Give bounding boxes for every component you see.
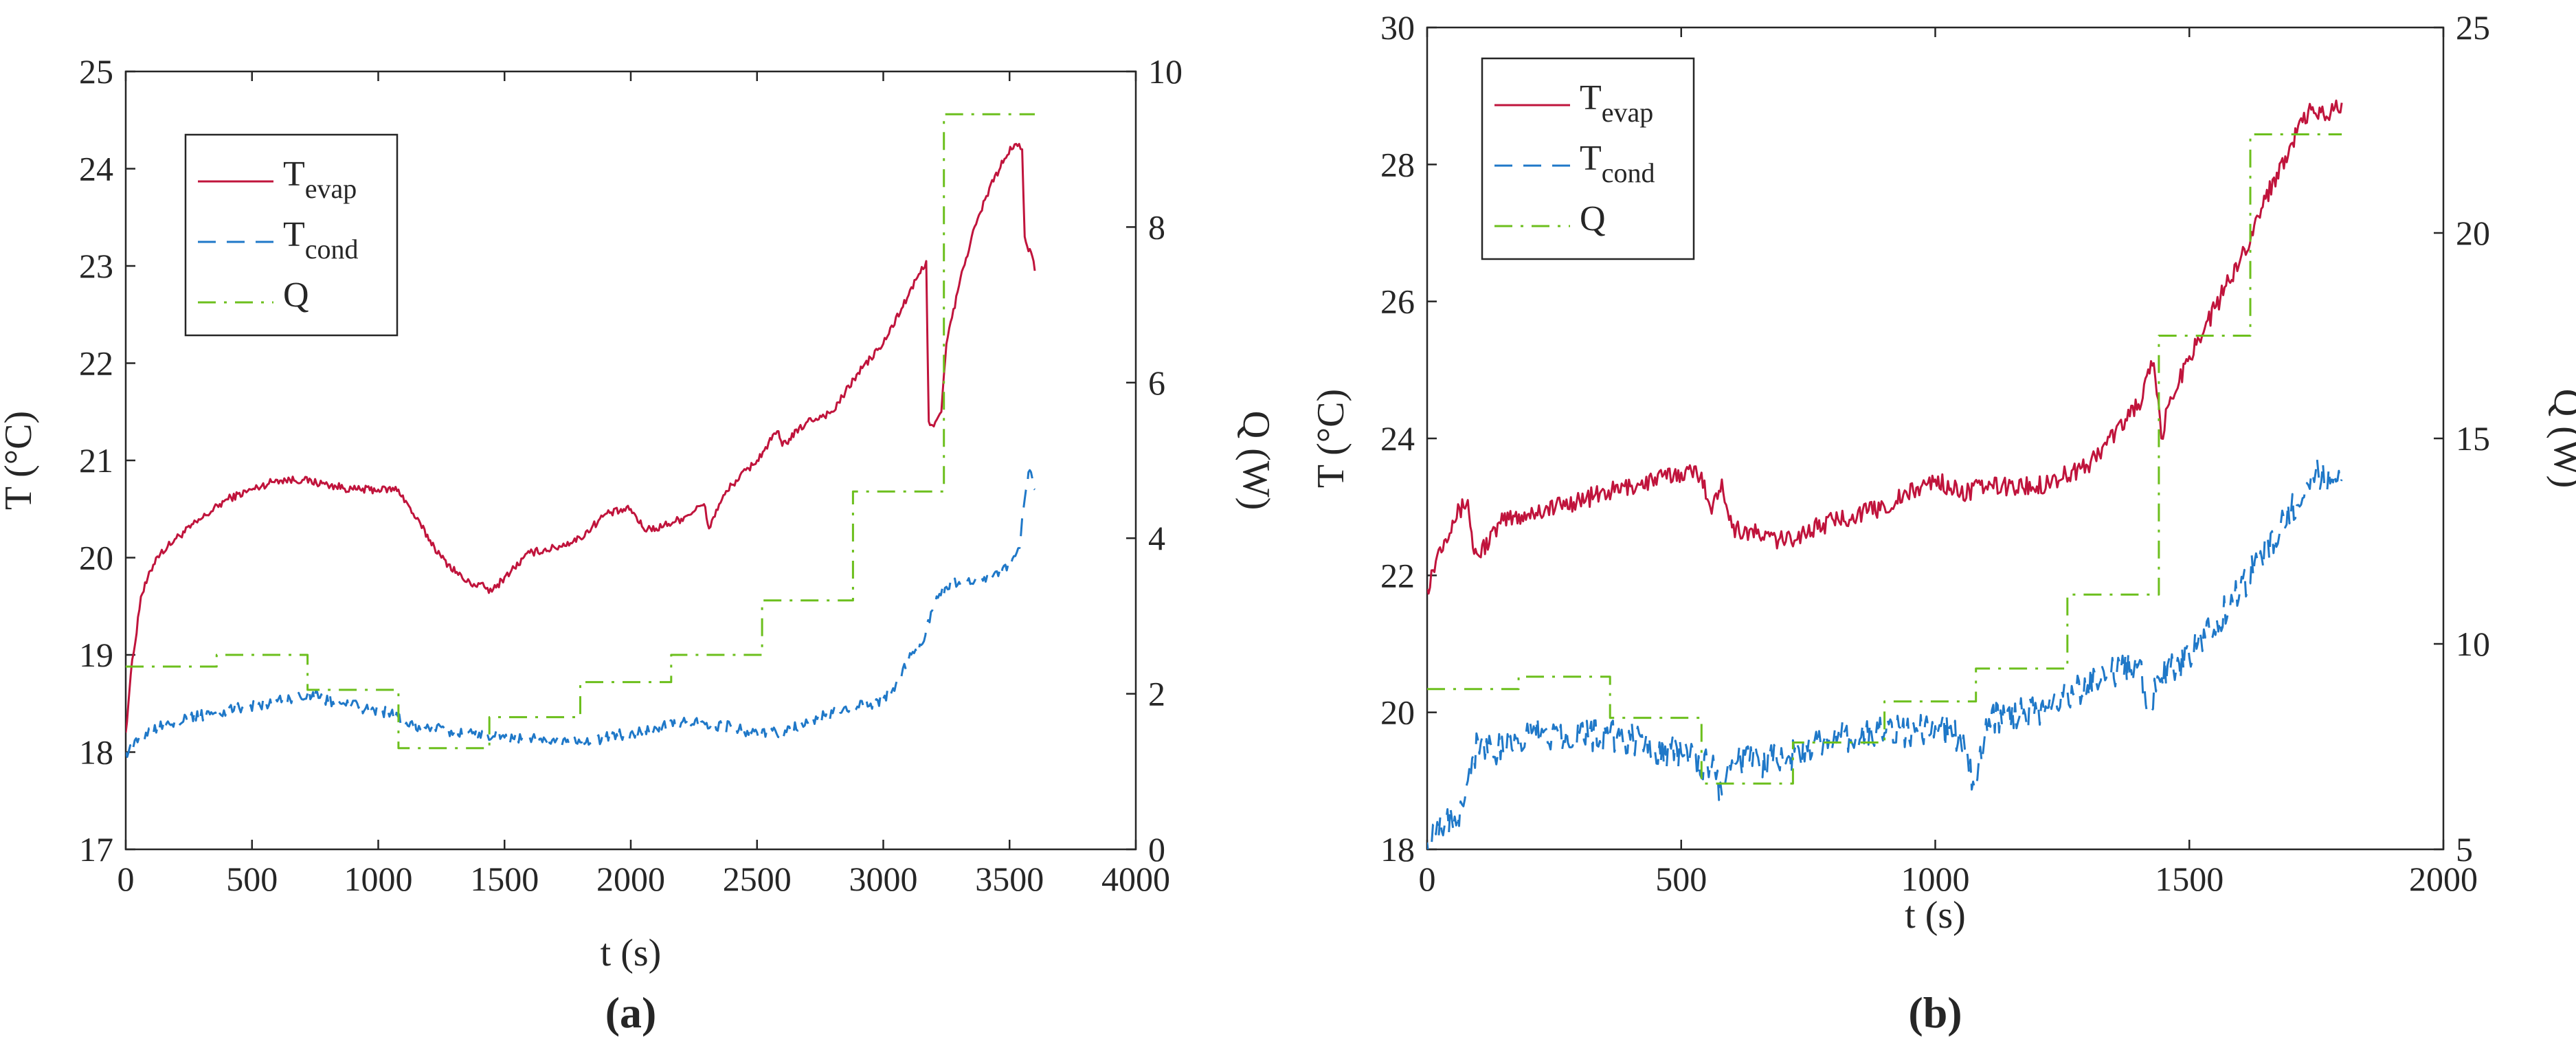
legend-label-t-cond: Tcond: [1580, 139, 1655, 188]
x-axis-label: t (s): [1905, 894, 1966, 937]
series-line-t-evap: [1427, 99, 2343, 595]
legend-label-subscript: cond: [1602, 157, 1655, 188]
y-right-tick-label: 5: [2456, 830, 2473, 869]
x-tick-label: 2000: [2409, 860, 2478, 898]
series-line-t-cond: [126, 469, 1036, 758]
y-right-tick-label: 2: [1148, 675, 1165, 713]
x-axis-label: t (s): [601, 932, 662, 974]
y-right-tick-label: 4: [1148, 519, 1165, 557]
legend-label-base: Q: [283, 276, 309, 315]
y-left-tick-label: 24: [1380, 419, 1415, 458]
x-tick-label: 1500: [470, 860, 539, 898]
legend-label-base: T: [283, 215, 305, 254]
y-left-tick-label: 24: [79, 150, 113, 188]
y-right-tick-label: 6: [1148, 364, 1165, 402]
legend-label-t-evap: Tevap: [1580, 78, 1653, 128]
y-right-tick-label: 10: [2456, 625, 2490, 663]
panel-label-close: ): [642, 988, 656, 1037]
x-tick-label: 0: [1419, 860, 1436, 898]
x-tick-label: 1000: [1901, 860, 1970, 898]
legend-label-base: T: [1580, 139, 1602, 178]
y-right-axis-label: Q (W): [1235, 411, 1277, 511]
y-left-tick-label: 20: [1380, 693, 1415, 732]
x-tick-label: 2500: [723, 860, 792, 898]
y-right-tick-label: 8: [1148, 208, 1165, 246]
x-tick-label: 4000: [1101, 860, 1170, 898]
series-line-t-cond: [1427, 458, 2343, 849]
legend-label-base: T: [1580, 78, 1602, 118]
y-left-tick-label: 21: [79, 441, 113, 480]
legend-label-base: T: [283, 155, 305, 194]
y-left-tick-label: 18: [79, 733, 113, 772]
panel-label-open: (: [1908, 988, 1923, 1037]
y-right-tick-label: 15: [2456, 419, 2490, 458]
y-right-tick-label: 25: [2456, 8, 2490, 47]
legend-label-subscript: evap: [305, 173, 357, 204]
legend-label-t-cond: Tcond: [283, 215, 359, 265]
panel-label: (a): [605, 988, 657, 1037]
y-right-tick-label: 0: [1148, 830, 1165, 869]
legend-label-base: Q: [1580, 199, 1606, 238]
y-left-tick-label: 26: [1380, 282, 1415, 321]
y-left-tick-label: 22: [1380, 556, 1415, 594]
panel-label: (b): [1908, 988, 1962, 1037]
panel-b: 0 500 1000 1500 2000 18 20 22 24 26 28 30 5 10 15 20 25 t…: [1310, 8, 2576, 1037]
y-left-tick-label: 19: [79, 636, 113, 674]
y-right-tick-label: 20: [2456, 214, 2490, 252]
panel-label-letter: a: [620, 988, 642, 1037]
x-tick-label: 3500: [975, 860, 1044, 898]
series-line-q: [126, 113, 1035, 750]
y-left-axis-label: T (°C): [1310, 389, 1352, 488]
y-right-tick-label: 10: [1148, 52, 1183, 91]
y-left-tick-label: 17: [79, 830, 113, 869]
x-tick-label: 3000: [849, 860, 918, 898]
legend-label-subscript: evap: [1602, 97, 1654, 128]
panel-label-close: ): [1947, 988, 1962, 1037]
panel-a: 0 500 1000 1500 2000 2500 3000 3500 400017181920…: [0, 52, 1277, 1037]
y-left-tick-label: 30: [1380, 8, 1415, 47]
x-tick-label: 500: [1655, 860, 1707, 898]
legend-label-q: Q: [1580, 199, 1606, 238]
legend-label-t-evap: Tevap: [283, 155, 357, 204]
x-tick-label: 1500: [2155, 860, 2224, 898]
y-left-tick-label: 22: [79, 344, 113, 383]
legend-label-q: Q: [283, 276, 309, 315]
x-tick-label: 0: [117, 860, 135, 898]
y-left-axis-label: T (°C): [0, 411, 40, 510]
y-left-tick-label: 18: [1380, 830, 1415, 869]
y-right-axis-label: Q (W): [2546, 389, 2576, 489]
panel-label-open: (: [605, 988, 620, 1037]
x-tick-label: 1000: [344, 860, 413, 898]
series-line-q: [1427, 133, 2342, 785]
x-tick-label: 500: [226, 860, 278, 898]
y-left-tick-label: 23: [79, 247, 113, 285]
legend-frame: [184, 133, 399, 337]
y-left-tick-label: 28: [1380, 145, 1415, 183]
legend-label-subscript: cond: [305, 234, 359, 265]
legend-frame: [1481, 57, 1695, 260]
x-tick-label: 2000: [596, 860, 665, 898]
series-line-t-evap: [126, 142, 1036, 733]
panel-label-letter: b: [1923, 988, 1948, 1037]
y-left-tick-label: 20: [79, 539, 113, 577]
y-left-tick-label: 25: [79, 52, 113, 91]
